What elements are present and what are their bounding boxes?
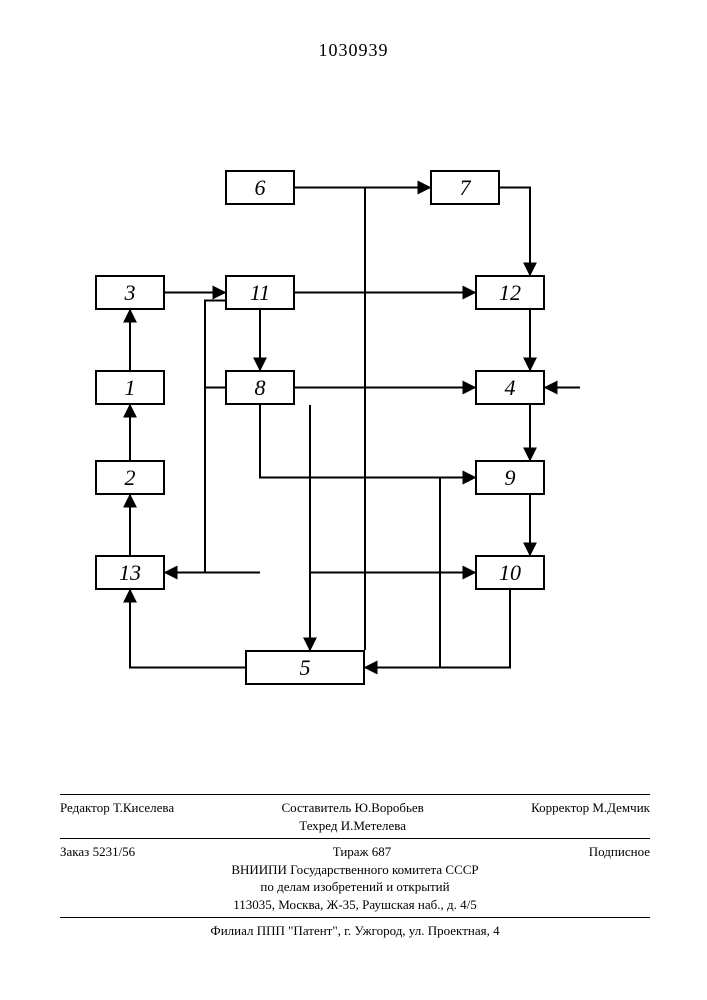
block-4-label: 4	[505, 375, 516, 401]
addr-line: 113035, Москва, Ж-35, Раушская наб., д. …	[60, 896, 650, 914]
block-2-label: 2	[125, 465, 136, 491]
block-8-label: 8	[255, 375, 266, 401]
block-8: 8	[225, 370, 295, 405]
corrector-line: Корректор М.Демчик	[531, 799, 650, 834]
block-6: 6	[225, 170, 295, 205]
org-line-2: по делам изобретений и открытий	[60, 878, 650, 896]
block-10-label: 10	[499, 560, 521, 586]
block-12-label: 12	[499, 280, 521, 306]
block-6-label: 6	[255, 175, 266, 201]
order-line: Заказ 5231/56	[60, 843, 135, 861]
org-line-1: ВНИИПИ Государственного комитета СССР	[60, 861, 650, 879]
block-13-label: 13	[119, 560, 141, 586]
block-7: 7	[430, 170, 500, 205]
footer-block: Редактор Т.Киселева Составитель Ю.Воробь…	[60, 790, 650, 940]
subscription-line: Подписное	[589, 843, 650, 861]
branch-line: Филиал ППП "Патент", г. Ужгород, ул. Про…	[60, 922, 650, 940]
block-9-label: 9	[505, 465, 516, 491]
block-1: 1	[95, 370, 165, 405]
block-4: 4	[475, 370, 545, 405]
block-3-label: 3	[125, 280, 136, 306]
block-10: 10	[475, 555, 545, 590]
composer-techred: Составитель Ю.Воробьев Техред И.Метелева	[281, 799, 423, 834]
block-11-label: 11	[250, 280, 270, 306]
tirazh-line: Тираж 687	[333, 843, 392, 861]
document-number: 1030939	[0, 40, 707, 61]
block-3: 3	[95, 275, 165, 310]
block-13: 13	[95, 555, 165, 590]
block-5: 5	[245, 650, 365, 685]
block-7-label: 7	[460, 175, 471, 201]
block-9: 9	[475, 460, 545, 495]
editor-line: Редактор Т.Киселева	[60, 799, 174, 834]
block-1-label: 1	[125, 375, 136, 401]
block-2: 2	[95, 460, 165, 495]
block-5-label: 5	[300, 655, 311, 681]
block-12: 12	[475, 275, 545, 310]
block-11: 11	[225, 275, 295, 310]
